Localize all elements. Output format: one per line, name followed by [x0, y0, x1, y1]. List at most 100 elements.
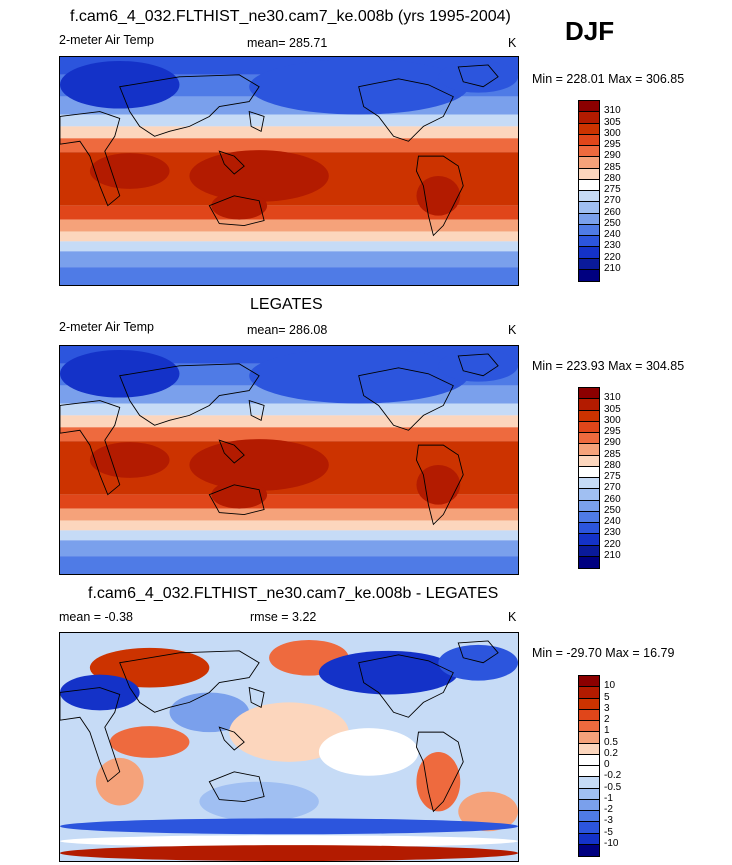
colorbar-swatch — [579, 146, 599, 158]
panel2-title: LEGATES — [250, 296, 323, 313]
colorbar-tick-label: 280 — [604, 172, 621, 184]
coastline — [60, 400, 121, 496]
colorbar-tick-label: 305 — [604, 403, 621, 415]
field-anomaly — [199, 781, 319, 822]
field-cold-region — [438, 60, 518, 93]
colorbar-tick-label: 275 — [604, 471, 621, 482]
field-anomaly — [60, 845, 518, 861]
field-anomaly — [60, 835, 518, 848]
season-label: DJF — [565, 16, 615, 46]
field-warm-region — [211, 480, 268, 509]
colorbar-tick-label: 2 — [604, 714, 610, 725]
colorbar-tick-label: -0.5 — [604, 781, 622, 793]
colorbar-tick-label: 290 — [604, 437, 621, 449]
colorbar-tick-label: 1 — [604, 725, 610, 737]
coastline — [358, 78, 454, 142]
field-band — [60, 530, 518, 541]
colorbar-tick-label: 0.5 — [604, 736, 618, 748]
colorbar-tick-label: 0.2 — [604, 747, 618, 759]
colorbar-tick-label: -10 — [604, 837, 619, 849]
panel3-minmax: Min = -29.70 Max = 16.79 — [532, 646, 675, 660]
panel3-title: f.cam6_4_032.FLTHIST_ne30.cam7_ke.008b -… — [88, 585, 499, 602]
field-anomaly — [438, 644, 518, 681]
panel3-coastlines — [60, 640, 499, 813]
panel1-units: K — [508, 36, 517, 50]
field-band — [60, 114, 518, 127]
field-anomaly — [60, 818, 518, 835]
colorbar-swatch — [579, 511, 599, 523]
field-anomaly — [458, 791, 518, 832]
field-band — [60, 205, 518, 220]
field-cold-region — [60, 60, 180, 109]
colorbar-swatch — [579, 224, 599, 236]
colorbar-swatch — [579, 157, 599, 169]
colorbar-tick-label: 285 — [604, 448, 621, 460]
colorbar-tick-label: 240 — [604, 516, 621, 527]
colorbar-swatch — [579, 112, 599, 124]
colorbar-swatch — [579, 676, 599, 688]
colorbar-swatch — [579, 101, 599, 113]
colorbar-tick-label: 250 — [604, 504, 621, 516]
colorbar-swatch — [579, 766, 599, 778]
panel1-title: f.cam6_4_032.FLTHIST_ne30.cam7_ke.008b (… — [70, 8, 511, 25]
colorbar-swatch — [579, 523, 599, 535]
colorbar-swatch — [579, 545, 599, 557]
colorbar-swatch — [579, 811, 599, 823]
coastline — [415, 155, 464, 237]
colorbar-swatch — [579, 213, 599, 225]
panel3-map-svg — [60, 633, 518, 861]
colorbar-swatch — [579, 410, 599, 422]
panel1-map-svg — [60, 57, 518, 285]
coastline — [218, 439, 245, 464]
field-warm-region — [189, 150, 329, 202]
colorbar-swatch — [579, 687, 599, 699]
colorbar-swatch — [579, 202, 599, 214]
coastline — [248, 399, 265, 422]
colorbar-tick-label: -2 — [604, 804, 613, 815]
coastline — [218, 726, 245, 751]
field-band — [60, 520, 518, 531]
coastline — [218, 150, 245, 175]
colorbar-swatch — [579, 466, 599, 478]
colorbar-tick-label: 260 — [604, 206, 621, 218]
panel2-variable-label: 2-meter Air Temp — [59, 320, 154, 334]
colorbar-tick-label: 290 — [604, 150, 621, 162]
colorbar-swatch — [579, 844, 599, 856]
colorbar-swatch — [579, 168, 599, 180]
panel1-variable-label: 2-meter Air Temp — [59, 33, 154, 47]
colorbar-tick-label: 270 — [604, 482, 621, 494]
colorbar-tick-label: 310 — [604, 105, 621, 117]
colorbar-tick-label: -1 — [604, 792, 613, 804]
panel3-rmse-label: rmse = 3.22 — [250, 610, 317, 624]
coastline — [457, 353, 499, 377]
panel1-field — [60, 57, 518, 285]
coastline — [119, 74, 260, 137]
colorbar-swatch — [579, 822, 599, 834]
colorbar-swatch — [579, 556, 599, 568]
field-band — [60, 126, 518, 139]
panel3-colorbar — [578, 675, 600, 857]
colorbar-swatch — [579, 478, 599, 490]
field-band — [60, 267, 518, 285]
colorbar-swatch — [579, 709, 599, 721]
colorbar-tick-label: 250 — [604, 217, 621, 229]
colorbar-swatch — [579, 754, 599, 766]
field-warm-region — [416, 175, 461, 216]
colorbar-swatch — [579, 777, 599, 789]
colorbar-tick-label: -0.2 — [604, 770, 622, 782]
colorbar-tick-label: 295 — [604, 426, 621, 437]
colorbar-tick-label: 260 — [604, 493, 621, 505]
colorbar-tick-label: 300 — [604, 127, 621, 139]
colorbar-tick-label: 280 — [604, 459, 621, 471]
colorbar-tick-label: 210 — [604, 549, 621, 561]
coastline — [415, 731, 464, 813]
colorbar-swatch — [579, 534, 599, 546]
colorbar-swatch — [579, 399, 599, 411]
colorbar-tick-label: 275 — [604, 184, 621, 195]
field-anomaly — [318, 650, 459, 695]
field-band — [60, 494, 518, 509]
coastline — [248, 110, 265, 133]
field-band — [60, 251, 518, 268]
colorbar-swatch — [579, 500, 599, 512]
field-band — [60, 241, 518, 252]
